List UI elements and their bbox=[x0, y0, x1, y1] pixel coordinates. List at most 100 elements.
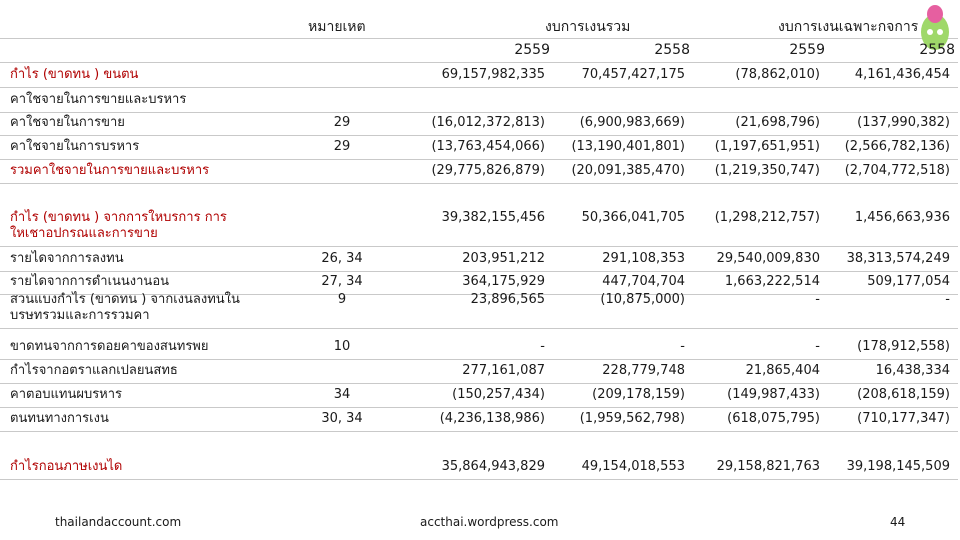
amount: - bbox=[540, 339, 545, 354]
year-header: 2558 bbox=[919, 42, 955, 58]
row-label: คาใชจายในการขายและบรหาร bbox=[10, 92, 187, 107]
note-ref: 9 bbox=[337, 292, 347, 307]
amount: 1,663,222,514 bbox=[724, 274, 820, 289]
row-label: คาตอบแทนผบรหาร bbox=[10, 387, 123, 402]
rule bbox=[0, 62, 958, 63]
amount: 16,438,334 bbox=[875, 363, 950, 378]
row-label: กำไรกอนภาษเงนได bbox=[10, 459, 123, 474]
amount: 509,177,054 bbox=[867, 274, 950, 289]
note-ref: 34 bbox=[333, 387, 351, 402]
rule bbox=[0, 38, 958, 39]
amount: (149,987,433) bbox=[727, 387, 820, 402]
separate-header: งบการเงนเฉพาะกจการ bbox=[778, 19, 919, 35]
amount: 39,382,155,456 bbox=[441, 210, 545, 225]
amount: (1,219,350,747) bbox=[714, 163, 820, 178]
amount: (2,566,782,136) bbox=[844, 139, 950, 154]
amount: - bbox=[680, 339, 685, 354]
amount: (16,012,372,813) bbox=[431, 115, 545, 130]
footer-center: accthai.wordpress.com bbox=[420, 515, 559, 529]
rule bbox=[0, 112, 958, 113]
amount: (1,197,651,951) bbox=[714, 139, 820, 154]
note-ref: 30, 34 bbox=[321, 411, 363, 426]
row-label: ขาดทนจากการดอยคาของสนทรพย bbox=[10, 339, 209, 354]
rule bbox=[0, 159, 958, 160]
amount: (710,177,347) bbox=[857, 411, 950, 426]
amount: 49,154,018,553 bbox=[581, 459, 685, 474]
amount: (208,618,159) bbox=[857, 387, 950, 402]
amount: 38,313,574,249 bbox=[846, 251, 950, 266]
amount: 364,175,929 bbox=[462, 274, 545, 289]
amount: 277,161,087 bbox=[462, 363, 545, 378]
amount: 203,951,212 bbox=[462, 251, 545, 266]
amount: 1,456,663,936 bbox=[854, 210, 950, 225]
amount: (209,178,159) bbox=[592, 387, 685, 402]
amount: (6,900,983,669) bbox=[579, 115, 685, 130]
amount: - bbox=[945, 292, 950, 307]
amount: (20,091,385,470) bbox=[571, 163, 685, 178]
note-ref: 10 bbox=[333, 339, 351, 354]
amount: (29,775,826,879) bbox=[431, 163, 545, 178]
note-header: หมายเหต bbox=[308, 19, 366, 35]
amount: (178,912,558) bbox=[857, 339, 950, 354]
amount: 4,161,436,454 bbox=[854, 67, 950, 82]
row-label: กำไรจากอตราแลกเปลยนสทธ bbox=[10, 363, 178, 378]
row-label: สวนแบงกำไร (ขาดทน ) จากเงนลงทนในบรษทรวมแ… bbox=[10, 292, 240, 323]
rule bbox=[0, 407, 958, 408]
rule bbox=[0, 294, 958, 295]
row-label: กำไร (ขาดทน ) ขนตน bbox=[10, 67, 139, 82]
note-ref: 27, 34 bbox=[321, 274, 363, 289]
amount: (1,298,212,757) bbox=[714, 210, 820, 225]
amount: 21,865,404 bbox=[745, 363, 820, 378]
rule bbox=[0, 271, 958, 272]
rule bbox=[0, 135, 958, 136]
year-header: 2558 bbox=[654, 42, 690, 58]
row-label: รายไดจากการดำเนนงานอน bbox=[10, 274, 170, 289]
amount: 29,540,009,830 bbox=[716, 251, 820, 266]
year-header: 2559 bbox=[789, 42, 825, 58]
rule bbox=[0, 479, 958, 480]
footer-left: thailandaccount.com bbox=[55, 515, 182, 529]
consolidated-header: งบการเงนรวม bbox=[545, 19, 631, 35]
rule bbox=[0, 431, 958, 432]
page-number: 44 bbox=[890, 515, 906, 529]
amount: - bbox=[815, 339, 820, 354]
note-ref: 29 bbox=[333, 139, 351, 154]
amount: 35,864,943,829 bbox=[441, 459, 545, 474]
mascot-icon bbox=[921, 5, 949, 50]
note-ref: 29 bbox=[333, 115, 351, 130]
amount: 228,779,748 bbox=[602, 363, 685, 378]
amount: (78,862,010) bbox=[735, 67, 820, 82]
amount: 70,457,427,175 bbox=[581, 67, 685, 82]
amount: (2,704,772,518) bbox=[844, 163, 950, 178]
year-header: 2559 bbox=[514, 42, 550, 58]
amount: (618,075,795) bbox=[727, 411, 820, 426]
amount: (4,236,138,986) bbox=[439, 411, 545, 426]
amount: 69,157,982,335 bbox=[441, 67, 545, 82]
amount: (10,875,000) bbox=[600, 292, 685, 307]
row-label: คาใชจายในการขาย bbox=[10, 115, 125, 130]
amount: 291,108,353 bbox=[602, 251, 685, 266]
amount: (21,698,796) bbox=[735, 115, 820, 130]
note-ref: 26, 34 bbox=[321, 251, 363, 266]
amount: 50,366,041,705 bbox=[581, 210, 685, 225]
amount: (137,990,382) bbox=[857, 115, 950, 130]
rule bbox=[0, 383, 958, 384]
amount: (13,190,401,801) bbox=[571, 139, 685, 154]
amount: (1,959,562,798) bbox=[579, 411, 685, 426]
row-label: ตนทนทางการเงน bbox=[10, 411, 109, 426]
rule bbox=[0, 183, 958, 184]
amount: 447,704,704 bbox=[602, 274, 685, 289]
row-label: รวมคาใชจายในการขายและบรหาร bbox=[10, 163, 210, 178]
row-label: กำไร (ขาดทน ) จากการใหบรการ การใหเชาอปกร… bbox=[10, 210, 227, 241]
rule bbox=[0, 359, 958, 360]
amount: 23,896,565 bbox=[470, 292, 545, 307]
rule bbox=[0, 87, 958, 88]
amount: 29,158,821,763 bbox=[716, 459, 820, 474]
amount: (150,257,434) bbox=[452, 387, 545, 402]
row-label: รายไดจากการลงทน bbox=[10, 251, 124, 266]
row-label: คาใชจายในการบรหาร bbox=[10, 139, 140, 154]
rule bbox=[0, 328, 958, 329]
amount: (13,763,454,066) bbox=[431, 139, 545, 154]
rule bbox=[0, 246, 958, 247]
